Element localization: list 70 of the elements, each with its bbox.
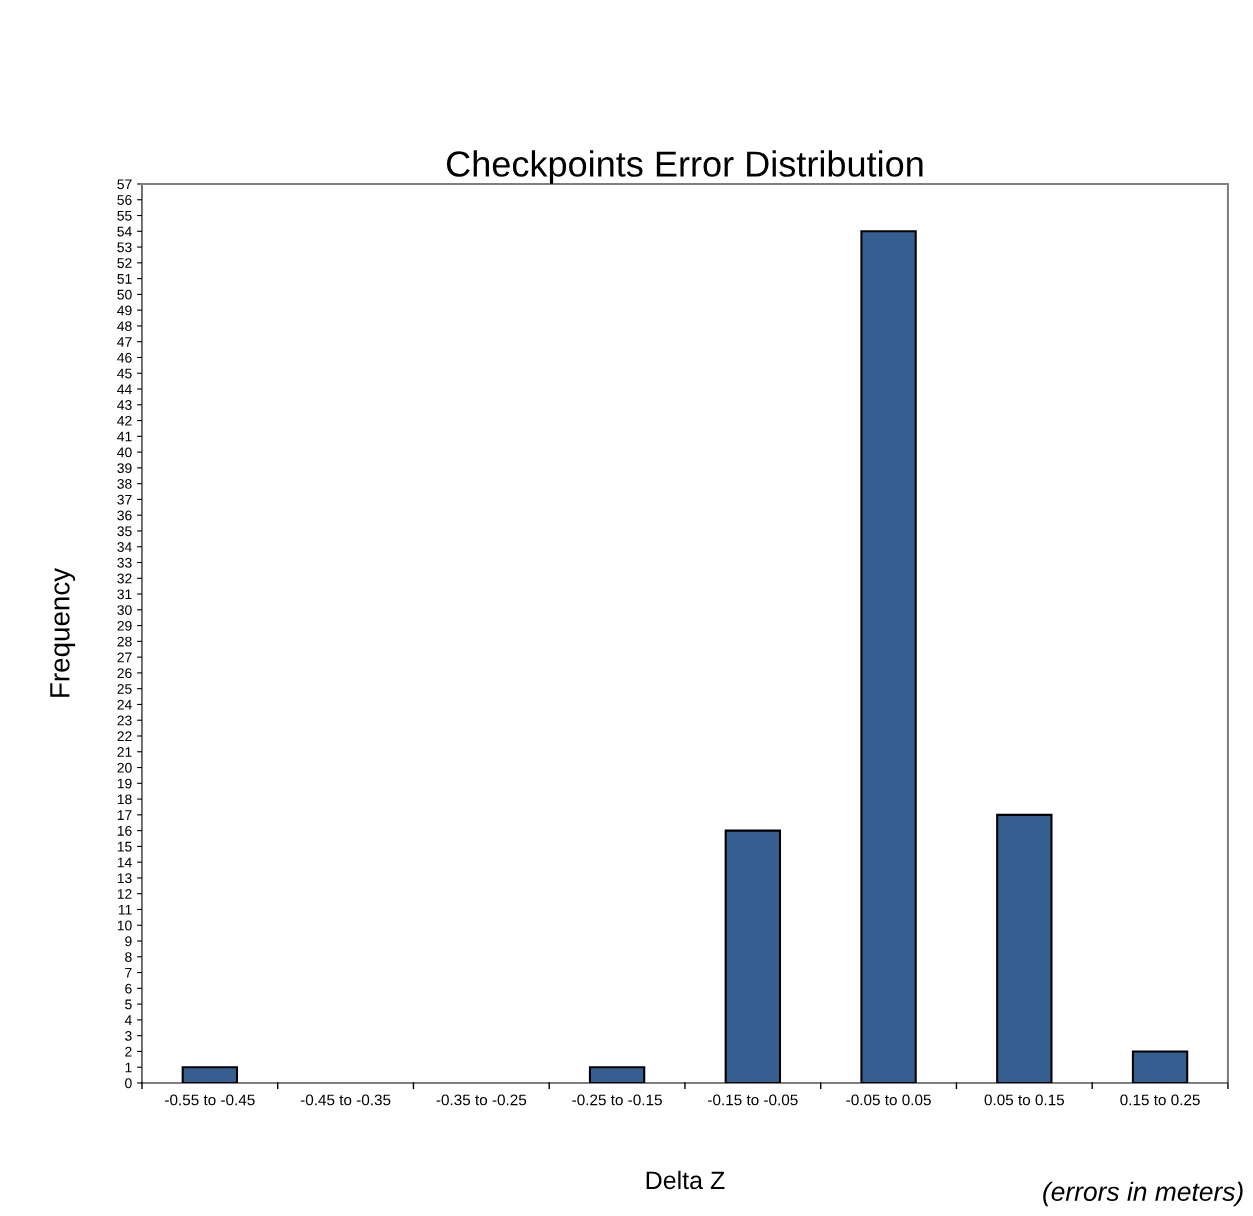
y-tick-label: 51 bbox=[117, 274, 132, 284]
y-tick-label: 52 bbox=[117, 258, 132, 269]
y-tick-label: 31 bbox=[117, 589, 132, 600]
y-tick-label: 44 bbox=[117, 384, 132, 395]
y-tick-label: 36 bbox=[117, 510, 132, 521]
y-tick-label: 49 bbox=[117, 305, 132, 316]
x-tick-label: -0.15 to -0.05 bbox=[708, 1094, 798, 1106]
y-tick-label: 57 bbox=[117, 179, 132, 190]
y-tick-label: 5 bbox=[125, 999, 132, 1010]
y-tick-label: 56 bbox=[117, 195, 132, 205]
y-tick-label: 7 bbox=[125, 968, 132, 978]
y-tick-label: 55 bbox=[117, 211, 132, 221]
x-tick-label: 0.15 to 0.25 bbox=[1120, 1094, 1200, 1106]
y-tick-label: 30 bbox=[117, 605, 132, 615]
y-tick-label: 9 bbox=[125, 936, 132, 947]
y-tick-label: 1 bbox=[125, 1062, 132, 1073]
y-tick-label: 11 bbox=[118, 904, 132, 915]
y-tick-label: 50 bbox=[117, 289, 132, 300]
y-tick-label: 14 bbox=[117, 857, 132, 868]
y-axis-title: Frequency bbox=[50, 567, 76, 697]
y-tick-label: 32 bbox=[117, 573, 132, 584]
y-tick-label: 3 bbox=[125, 1030, 132, 1041]
y-tick-label: 23 bbox=[117, 715, 132, 726]
text: (errors in meters) bbox=[1043, 1181, 1243, 1207]
chart-title: Checkpoints Error Distribution bbox=[446, 150, 923, 184]
y-tick-label: 4 bbox=[124, 1015, 132, 1025]
y-tick-label: 53 bbox=[117, 242, 132, 253]
y-tick-label: 37 bbox=[117, 494, 132, 505]
y-tick-label: 10 bbox=[117, 920, 132, 931]
y-tick-label: 12 bbox=[117, 889, 132, 899]
y-tick-label: 54 bbox=[117, 226, 132, 237]
y-tick-label: 47 bbox=[117, 337, 132, 347]
y-tick-label: 2 bbox=[125, 1046, 132, 1057]
y-tick-label: 24 bbox=[117, 699, 132, 710]
y-tick-label: 26 bbox=[117, 668, 132, 679]
x-axis-title: Delta Z bbox=[646, 1170, 725, 1190]
x-tick-label: -0.45 to -0.35 bbox=[300, 1094, 391, 1106]
y-tick-label: 18 bbox=[117, 794, 132, 805]
y-tick-label: 0 bbox=[125, 1078, 132, 1089]
y-tick-label: 28 bbox=[117, 636, 132, 647]
y-tick-label: 39 bbox=[117, 463, 132, 474]
y-tick-label: 29 bbox=[117, 620, 132, 631]
x-tick-label: -0.35 to -0.25 bbox=[436, 1094, 527, 1106]
x-tick-label: -0.55 to -0.45 bbox=[165, 1094, 255, 1106]
y-tick-label: 38 bbox=[117, 478, 132, 489]
y-tick-label: 13 bbox=[117, 873, 132, 884]
y-tick-label: 25 bbox=[117, 684, 132, 694]
x-tick-label: -0.05 to 0.05 bbox=[846, 1094, 931, 1106]
y-tick-label: 20 bbox=[117, 762, 132, 773]
y-tick-label: 15 bbox=[117, 841, 132, 852]
y-tick-label: 40 bbox=[117, 447, 132, 458]
y-tick-label: 34 bbox=[117, 542, 132, 552]
y-tick-label: 16 bbox=[117, 825, 132, 836]
y-tick-label: 6 bbox=[125, 983, 132, 994]
x-tick-label: -0.25 to -0.15 bbox=[572, 1094, 662, 1106]
y-tick-label: 45 bbox=[117, 368, 132, 379]
y-tick-label: 19 bbox=[117, 778, 132, 789]
y-tick-label: 42 bbox=[117, 415, 132, 426]
y-tick-label: 43 bbox=[117, 400, 132, 410]
y-tick-label: 35 bbox=[117, 526, 132, 537]
y-tick-label: 46 bbox=[117, 352, 132, 363]
y-tick-label: 17 bbox=[117, 810, 132, 820]
y-tick-label: 41 bbox=[117, 431, 132, 442]
y-tick-label: 48 bbox=[117, 321, 132, 332]
y-tick-label: 8 bbox=[125, 952, 132, 962]
x-tick-label: 0.05 to 0.15 bbox=[984, 1094, 1065, 1106]
y-tick-label: 27 bbox=[117, 652, 132, 663]
y-tick-label: 33 bbox=[117, 557, 132, 568]
y-tick-label: 22 bbox=[117, 731, 132, 742]
y-tick-label: 21 bbox=[117, 747, 132, 757]
